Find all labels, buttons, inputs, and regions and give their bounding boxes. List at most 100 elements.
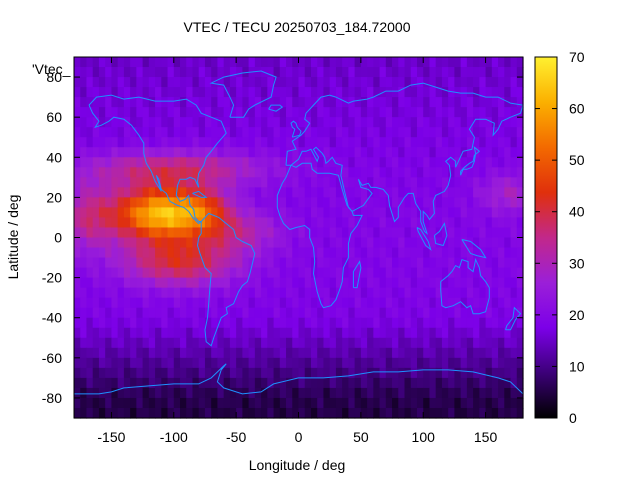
heatmap-cell — [373, 367, 381, 379]
heatmap-cell — [292, 87, 300, 98]
heatmap-cell — [435, 327, 443, 339]
heatmap-cell — [491, 347, 499, 359]
heatmap-cell — [441, 277, 449, 289]
heatmap-cell — [398, 357, 406, 369]
heatmap-cell — [273, 227, 281, 239]
heatmap-cell — [398, 257, 406, 269]
heatmap-cell — [286, 397, 293, 409]
heatmap-cell — [74, 57, 81, 68]
heatmap-cell — [105, 217, 113, 229]
heatmap-cell — [273, 97, 281, 108]
heatmap-cell — [441, 207, 449, 219]
heatmap-cell — [254, 157, 262, 168]
heatmap-cell — [310, 137, 318, 148]
heatmap-cell — [323, 57, 331, 68]
heatmap-cell — [273, 57, 281, 68]
heatmap-cell — [142, 347, 150, 359]
heatmap-cell — [460, 177, 468, 188]
colorbar-tick-label: 50 — [569, 152, 585, 168]
heatmap-cell — [211, 317, 219, 329]
heatmap-cell — [485, 127, 493, 138]
heatmap-cell — [310, 187, 318, 198]
heatmap-cell — [510, 77, 518, 88]
heatmap-cell — [510, 147, 518, 158]
heatmap-cell — [111, 367, 119, 379]
heatmap-cell — [342, 317, 349, 329]
heatmap-cell — [267, 57, 275, 68]
heatmap-cell — [192, 277, 200, 289]
heatmap-cell — [298, 307, 306, 319]
heatmap-cell — [310, 127, 318, 138]
heatmap-cell — [173, 337, 181, 349]
heatmap-cell — [410, 327, 418, 339]
heatmap-cell — [254, 267, 262, 279]
heatmap-cell — [379, 237, 387, 249]
heatmap-cell — [173, 107, 181, 118]
heatmap-cell — [130, 317, 137, 329]
heatmap-cell — [198, 297, 206, 309]
heatmap-cell — [186, 327, 194, 339]
heatmap-cell — [504, 337, 512, 349]
heatmap-cell — [498, 327, 505, 339]
heatmap-cell — [435, 277, 443, 289]
heatmap-cell — [242, 307, 250, 319]
heatmap-cell — [342, 77, 349, 88]
heatmap-cell — [448, 97, 456, 108]
heatmap-cell — [504, 87, 512, 98]
heatmap-cell — [80, 307, 88, 319]
heatmap-cell — [423, 87, 431, 98]
heatmap-cell — [516, 147, 524, 158]
heatmap-cell — [335, 107, 343, 118]
heatmap-cell — [279, 87, 287, 98]
heatmap-cell — [392, 117, 399, 128]
heatmap-cell — [335, 267, 343, 279]
heatmap-cell — [155, 337, 162, 349]
heatmap-cell — [354, 297, 362, 309]
heatmap-cell — [435, 407, 443, 419]
heatmap-cell — [423, 297, 431, 309]
heatmap-cell — [192, 397, 200, 409]
heatmap-cell — [286, 307, 293, 319]
heatmap-cell — [298, 277, 306, 289]
heatmap-cell — [204, 87, 212, 98]
heatmap-cell — [323, 267, 331, 279]
heatmap-cell — [466, 107, 474, 118]
heatmap-cell — [211, 227, 219, 239]
heatmap-cell — [142, 187, 150, 198]
heatmap-cell — [329, 277, 337, 289]
heatmap-cell — [360, 177, 368, 188]
heatmap-cell — [516, 337, 524, 349]
heatmap-cell — [111, 147, 119, 158]
heatmap-cell — [130, 387, 137, 399]
heatmap-cell — [229, 237, 237, 249]
heatmap-cell — [298, 207, 306, 219]
heatmap-cell — [329, 307, 337, 319]
heatmap-cell — [80, 367, 88, 379]
colorbar-tick-label: 30 — [569, 255, 585, 271]
heatmap-cell — [261, 57, 268, 68]
heatmap-cell — [304, 237, 312, 249]
heatmap-cell — [198, 407, 206, 419]
heatmap-cell — [410, 167, 418, 178]
heatmap-cell — [186, 377, 194, 389]
heatmap-cell — [385, 407, 393, 419]
heatmap-cell — [155, 277, 162, 289]
heatmap-cell — [236, 397, 243, 409]
heatmap-cell — [367, 287, 374, 299]
heatmap-cell — [204, 217, 212, 229]
heatmap-cell — [74, 327, 81, 339]
heatmap-cell — [74, 267, 81, 279]
heatmap-cell — [360, 117, 368, 128]
heatmap-cell — [485, 117, 493, 128]
heatmap-cell — [261, 377, 268, 389]
heatmap-cell — [392, 257, 399, 269]
heatmap-cell — [86, 277, 94, 289]
heatmap-cell — [510, 117, 518, 128]
heatmap-cell — [485, 137, 493, 148]
heatmap-cell — [192, 267, 200, 279]
heatmap-cell — [385, 77, 393, 88]
heatmap-cell — [410, 67, 418, 78]
heatmap-cell — [479, 357, 487, 369]
heatmap-cell — [441, 137, 449, 148]
heatmap-cell — [454, 127, 462, 138]
